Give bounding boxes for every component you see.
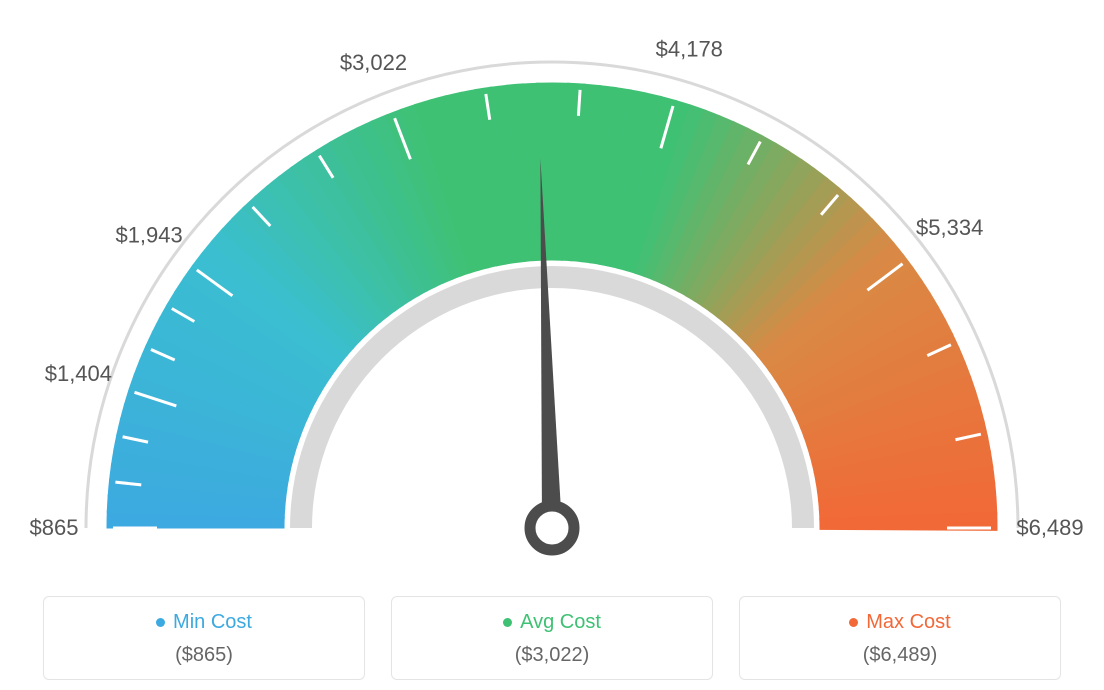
gauge-tick-label: $5,334 <box>916 215 983 240</box>
legend-label-text: Avg Cost <box>520 611 601 634</box>
gauge-tick-label: $3,022 <box>340 50 407 75</box>
gauge-needle-hub <box>530 506 574 550</box>
legend-dot-icon <box>503 618 512 627</box>
gauge-tick-label: $1,943 <box>115 222 182 247</box>
legend-value: ($865) <box>54 644 354 667</box>
legend-dot-icon <box>156 618 165 627</box>
legend-value: ($6,489) <box>750 644 1050 667</box>
legend-label-text: Max Cost <box>866 611 950 634</box>
legend-dot-icon <box>849 618 858 627</box>
gauge-area: $865 $1,404 $1,943 $3,022 $4,178 $5,334 $6,489 <box>0 0 1104 570</box>
gauge-minor-tick <box>578 90 580 116</box>
legend-label-text: Min Cost <box>173 611 252 634</box>
gauge-tick-label: $4,178 <box>656 36 723 61</box>
gauge-tick-label: $6,489 <box>1016 515 1083 540</box>
legend-label: Min Cost <box>54 611 354 634</box>
legend-card: Min Cost ($865) <box>43 596 365 680</box>
gauge-tick-label: $865 <box>30 515 79 540</box>
legend-card: Max Cost ($6,489) <box>739 596 1061 680</box>
gauge-tick-label: $1,404 <box>45 361 112 386</box>
legend-row: Min Cost ($865) Avg Cost ($3,022) Max Cost ($… <box>0 596 1104 680</box>
legend-label: Avg Cost <box>402 611 702 634</box>
cost-gauge-widget: $865 $1,404 $1,943 $3,022 $4,178 $5,334 $6,489… <box>0 0 1104 690</box>
gauge-svg: $865 $1,404 $1,943 $3,022 $4,178 $5,334 $6,489 <box>0 0 1104 570</box>
legend-label: Max Cost <box>750 611 1050 634</box>
legend-card: Avg Cost ($3,022) <box>391 596 713 680</box>
legend-value: ($3,022) <box>402 644 702 667</box>
